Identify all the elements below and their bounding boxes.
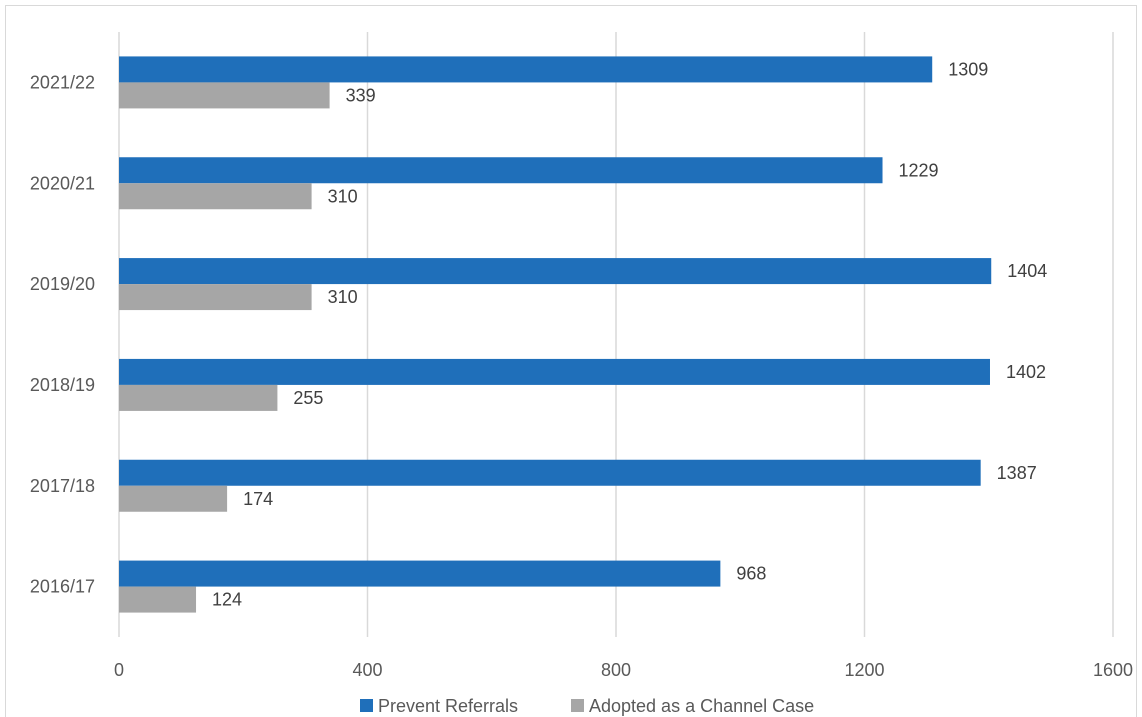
legend-swatch — [360, 699, 373, 712]
y-tick-label: 2019/20 — [30, 274, 95, 294]
legend-label: Prevent Referrals — [378, 696, 518, 716]
data-label: 1387 — [997, 463, 1037, 483]
data-label: 968 — [736, 564, 766, 584]
data-label: 310 — [328, 186, 358, 206]
bar-channel-case — [119, 586, 197, 613]
x-tick-label: 1600 — [1093, 660, 1133, 680]
y-tick-label: 2020/21 — [30, 173, 95, 193]
data-label: 174 — [243, 489, 273, 509]
bar-prevent-referrals — [119, 258, 992, 285]
bar-channel-case — [119, 82, 330, 109]
bars: 968 124 1387 174 1402 255 1404 310 1229 310 1309 33… — [119, 56, 1047, 613]
data-label: 339 — [346, 85, 376, 105]
legend: Prevent Referrals Adopted as a Channel Ca… — [360, 696, 814, 716]
x-tick-label: 400 — [352, 660, 382, 680]
y-tick-label: 2021/22 — [30, 72, 95, 92]
data-label: 1402 — [1006, 362, 1046, 382]
data-label: 310 — [328, 287, 358, 307]
bar-channel-case — [119, 384, 278, 411]
legend-label: Adopted as a Channel Case — [589, 696, 814, 716]
x-tick-label: 800 — [601, 660, 631, 680]
data-label: 1229 — [899, 160, 939, 180]
y-tick-label: 2018/19 — [30, 375, 95, 395]
x-tick-label: 0 — [114, 660, 124, 680]
bar-channel-case — [119, 284, 312, 311]
x-tick-label: 1200 — [844, 660, 884, 680]
bar-prevent-referrals — [119, 56, 933, 83]
data-label: 255 — [293, 388, 323, 408]
data-label: 124 — [212, 590, 242, 610]
bar-channel-case — [119, 183, 312, 210]
axis-labels: 0 400 800 1200 1600 2016/17 2017/18 2018/19 2019… — [30, 72, 1133, 680]
bar-channel-case — [119, 485, 228, 512]
data-label: 1404 — [1007, 261, 1047, 281]
bar-prevent-referrals — [119, 358, 990, 385]
gridlines — [118, 32, 1114, 637]
bar-prevent-referrals — [119, 459, 981, 486]
bar-prevent-referrals — [119, 157, 883, 184]
bar-prevent-referrals — [119, 560, 721, 587]
chart-frame — [5, 5, 1137, 717]
y-tick-label: 2016/17 — [30, 577, 95, 597]
data-label: 1309 — [948, 59, 988, 79]
legend-swatch — [571, 699, 584, 712]
y-tick-label: 2017/18 — [30, 476, 95, 496]
